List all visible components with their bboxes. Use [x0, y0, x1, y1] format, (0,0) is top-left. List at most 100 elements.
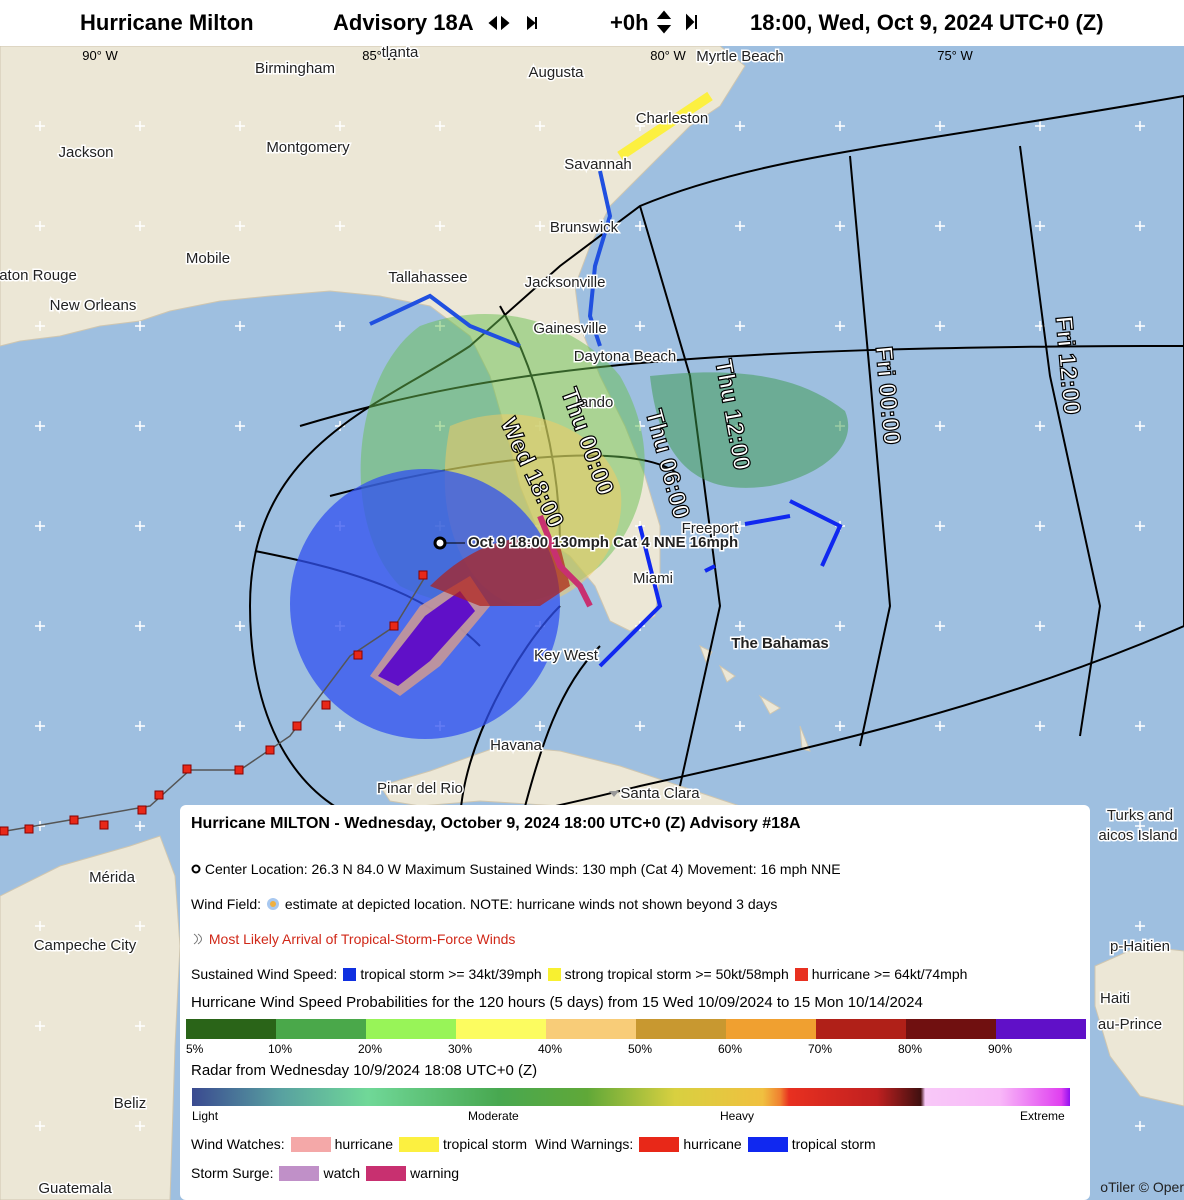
grid-cross [935, 121, 945, 131]
place-label: The Bahamas [731, 635, 829, 652]
radar-label: Extreme [1020, 1109, 1065, 1123]
watches-label: Wind Watches: [191, 1136, 285, 1152]
grid-cross [535, 121, 545, 131]
sustained-label: Sustained Wind Speed: [191, 966, 338, 982]
header: Hurricane Milton Advisory 18A +0h 18:00,… [0, 0, 1184, 46]
grid-cross [135, 321, 145, 331]
time-offset[interactable]: +0h [610, 10, 649, 35]
grid-cross [935, 721, 945, 731]
grid-cross [635, 721, 645, 731]
grid-cross [1035, 421, 1045, 431]
grid-cross [135, 1121, 145, 1131]
panel-title: Hurricane MILTON - Wednesday, October 9,… [191, 815, 801, 832]
probability-segment [726, 1019, 816, 1039]
place-label: Pinar del Rio [377, 780, 463, 797]
grid-cross [735, 221, 745, 231]
legend-swatch [794, 968, 808, 981]
longitude-label: 85° W [362, 48, 398, 63]
wind-field-icon [266, 898, 279, 910]
grid-cross [735, 521, 745, 531]
place-label: Daytona Beach [574, 348, 677, 365]
grid-cross [835, 321, 845, 331]
place-label: Turks and [1107, 807, 1173, 824]
grid-cross [135, 821, 145, 831]
place-label: Mobile [186, 250, 230, 267]
place-label: Beliz [114, 1095, 147, 1112]
grid-cross [1135, 1121, 1145, 1131]
grid-cross [1035, 221, 1045, 231]
grid-cross [35, 121, 45, 131]
collapse-toggle[interactable] [607, 789, 621, 799]
grid-cross [435, 121, 445, 131]
surge-row: Storm Surge: watch warning [191, 1165, 459, 1181]
legend-swatch [343, 968, 357, 981]
sustained-row: Sustained Wind Speed: tropical storm >= 3… [191, 966, 967, 982]
probability-segment [906, 1019, 996, 1039]
grid-cross [1135, 221, 1145, 231]
grid-cross [735, 621, 745, 631]
probability-segment [186, 1019, 276, 1039]
probability-tick: 60% [718, 1042, 743, 1056]
grid-cross [135, 1021, 145, 1031]
grid-cross [635, 121, 645, 131]
grid-cross [35, 921, 45, 931]
place-label: Savannah [564, 156, 632, 173]
probability-tick: 50% [628, 1042, 653, 1056]
probability-segment [276, 1019, 366, 1039]
grid-cross [35, 521, 45, 531]
grid-cross [835, 621, 845, 631]
grid-cross [135, 721, 145, 731]
place-label: Miami [633, 570, 673, 587]
place-label: Guatemala [38, 1180, 112, 1197]
probability-tick: 80% [898, 1042, 923, 1056]
grid-cross [935, 521, 945, 531]
grid-cross [735, 321, 745, 331]
grid-cross [235, 621, 245, 631]
center-info: Center Location: 26.3 N 84.0 W Maximum S… [204, 861, 841, 877]
arrival-row[interactable]: Most Likely Arrival of Tropical-Storm-Fo… [191, 931, 515, 947]
probability-bar [186, 1019, 1086, 1039]
longitude-label: 75° W [937, 48, 973, 63]
place-label: Mérida [89, 869, 136, 886]
grid-cross [1035, 521, 1045, 531]
grid-cross [335, 721, 345, 731]
grid-cross [635, 221, 645, 231]
advisory[interactable]: Advisory 18A [333, 10, 474, 35]
grid-cross [535, 721, 545, 731]
arrival-link[interactable]: Most Likely Arrival of Tropical-Storm-Fo… [208, 931, 516, 947]
grid-cross [535, 221, 545, 231]
grid-cross [335, 321, 345, 331]
grid-cross [135, 221, 145, 231]
legend-item: hurricane [334, 1136, 393, 1152]
probability-tick: 30% [448, 1042, 473, 1056]
probability-tick: 70% [808, 1042, 833, 1056]
legend-item: warning [410, 1165, 460, 1181]
place-label: Brunswick [550, 219, 619, 236]
place-label: Birmingham [255, 60, 335, 77]
grid-cross [235, 521, 245, 531]
storm-title[interactable]: Hurricane Milton [80, 10, 254, 35]
center-icon [191, 864, 201, 874]
grid-cross [1135, 621, 1145, 631]
place-label: Santa Clara [620, 785, 700, 802]
datetime: 18:00, Wed, Oct 9, 2024 UTC+0 (Z) [750, 10, 1104, 35]
legend-swatch [547, 968, 561, 981]
advisory-arrows[interactable] [488, 12, 558, 34]
warnings-label: Wind Warnings: [535, 1136, 634, 1152]
probability-tick: 40% [538, 1042, 563, 1056]
grid-cross [135, 521, 145, 531]
probability-segment [816, 1019, 906, 1039]
grid-cross [1135, 721, 1145, 731]
radar-label: Moderate [468, 1109, 519, 1123]
place-label: Key West [534, 647, 599, 664]
legend-swatch [279, 1166, 320, 1181]
wind-field-text: estimate at depicted location. NOTE: hur… [284, 896, 778, 912]
grid-cross [1135, 121, 1145, 131]
legend-swatch [399, 1137, 439, 1152]
grid-cross [935, 421, 945, 431]
legend-item: hurricane >= 64kt/74mph [811, 966, 968, 982]
offset-arrows[interactable] [655, 8, 705, 38]
grid-cross [135, 421, 145, 431]
legend-item: hurricane [683, 1136, 742, 1152]
